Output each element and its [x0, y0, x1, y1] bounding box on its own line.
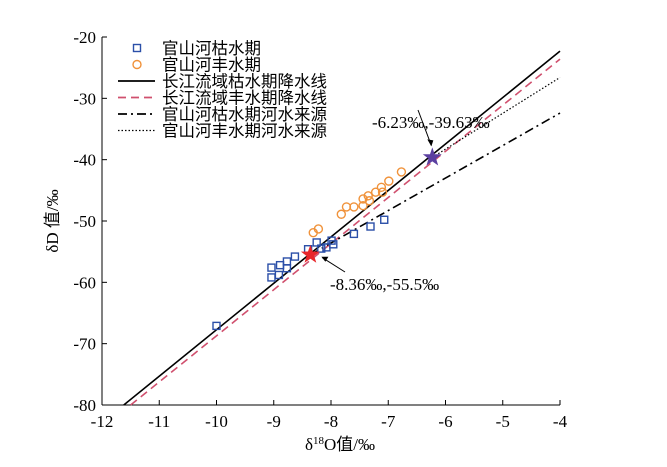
data-point-circle [336, 209, 347, 219]
x-axis-label-rest: O值/‰ [324, 435, 375, 454]
x-tick-label: -10 [205, 412, 228, 431]
legend-label-3: 长江流域丰水期降水线 [162, 89, 327, 108]
x-tick-label: -11 [148, 412, 170, 431]
annotation-label-purple-star: -6.23‰,-39.63‰ [372, 113, 490, 132]
annotations: -6.23‰,-39.63‰ -8.36‰,-55.5‰ [300, 109, 490, 294]
data-point-square [282, 257, 292, 266]
y-tick-label: -20 [73, 28, 96, 47]
x-tick-label: -4 [553, 412, 568, 431]
series-line-5 [432, 76, 561, 158]
annotation-label-red-star: -8.36‰,-55.5‰ [330, 275, 439, 294]
legend-label-4: 官山河枯水期河水来源 [162, 105, 327, 124]
data-point-circle [364, 196, 375, 206]
series-points [212, 167, 407, 331]
y-tick-label: -60 [73, 273, 96, 292]
axes: -12 -11 -10 -9 -8 -7 -6 -5 -4 -80 -70 -60 -50 -40 -30 -… [73, 28, 567, 431]
annotation-arrow [417, 109, 432, 146]
y-tick-label: -40 [73, 151, 96, 170]
data-point-circle [358, 194, 368, 204]
legend-label-2: 长江流域枯水期降水线 [162, 72, 327, 91]
y-tick-label: -70 [73, 335, 96, 354]
legend-label-1: 官山河丰水期 [162, 56, 261, 75]
x-axis-label-delta: δ [305, 435, 313, 454]
data-point-circle [370, 187, 381, 197]
legend-marker-0 [132, 43, 142, 53]
data-point-square [267, 273, 276, 282]
star-marker-icon [422, 147, 442, 166]
data-point-circle [358, 200, 368, 211]
data-point-square [329, 240, 338, 249]
arrow-head-icon [427, 139, 434, 147]
star-marker-icon [300, 244, 320, 263]
data-point-square [212, 321, 221, 331]
data-point-square [317, 244, 326, 253]
series-line-3 [130, 58, 561, 406]
data-point-circle [376, 182, 387, 192]
data-point-square [274, 270, 284, 280]
series-lines [123, 50, 561, 406]
data-point-square [275, 260, 285, 270]
x-axis-label: δ18O值/‰ [305, 435, 375, 454]
data-point-circle [363, 191, 373, 201]
data-point-square [312, 238, 321, 247]
legend: 官山河枯水期官山河丰水期长江流域枯水期降水线长江流域丰水期降水线官山河枯水期河水… [118, 39, 327, 141]
x-tick-label: -8 [324, 412, 338, 431]
x-tick-label: -7 [381, 412, 396, 431]
y-axis-label: δD 值/‰ [43, 189, 62, 252]
x-tick-label: -12 [91, 412, 114, 431]
data-point-circle [396, 167, 407, 177]
legend-label-0: 官山河枯水期 [162, 39, 261, 58]
series-line-4 [309, 112, 561, 256]
y-tick-label: -80 [73, 396, 96, 415]
arrow-head-icon [321, 256, 329, 262]
data-point-square [290, 252, 300, 261]
x-tick-label: -5 [496, 412, 510, 431]
legend-label-5: 官山河丰水期河水来源 [162, 122, 327, 141]
y-tick-label: -30 [73, 89, 96, 108]
series-line-2 [123, 50, 561, 406]
legend-marker-1 [132, 59, 142, 70]
x-axis-label-sup: 18 [313, 435, 325, 447]
data-point-circle [377, 187, 388, 197]
data-point-circle [384, 176, 394, 186]
data-point-circle [349, 202, 359, 212]
data-point-square [380, 215, 389, 224]
x-tick-label: -6 [438, 412, 452, 431]
data-point-square [267, 263, 276, 272]
x-tick-label: -9 [267, 412, 281, 431]
y-tick-label: -50 [73, 212, 96, 231]
data-point-circle [313, 224, 324, 234]
data-point-square [366, 222, 375, 231]
data-point-square [349, 229, 359, 239]
